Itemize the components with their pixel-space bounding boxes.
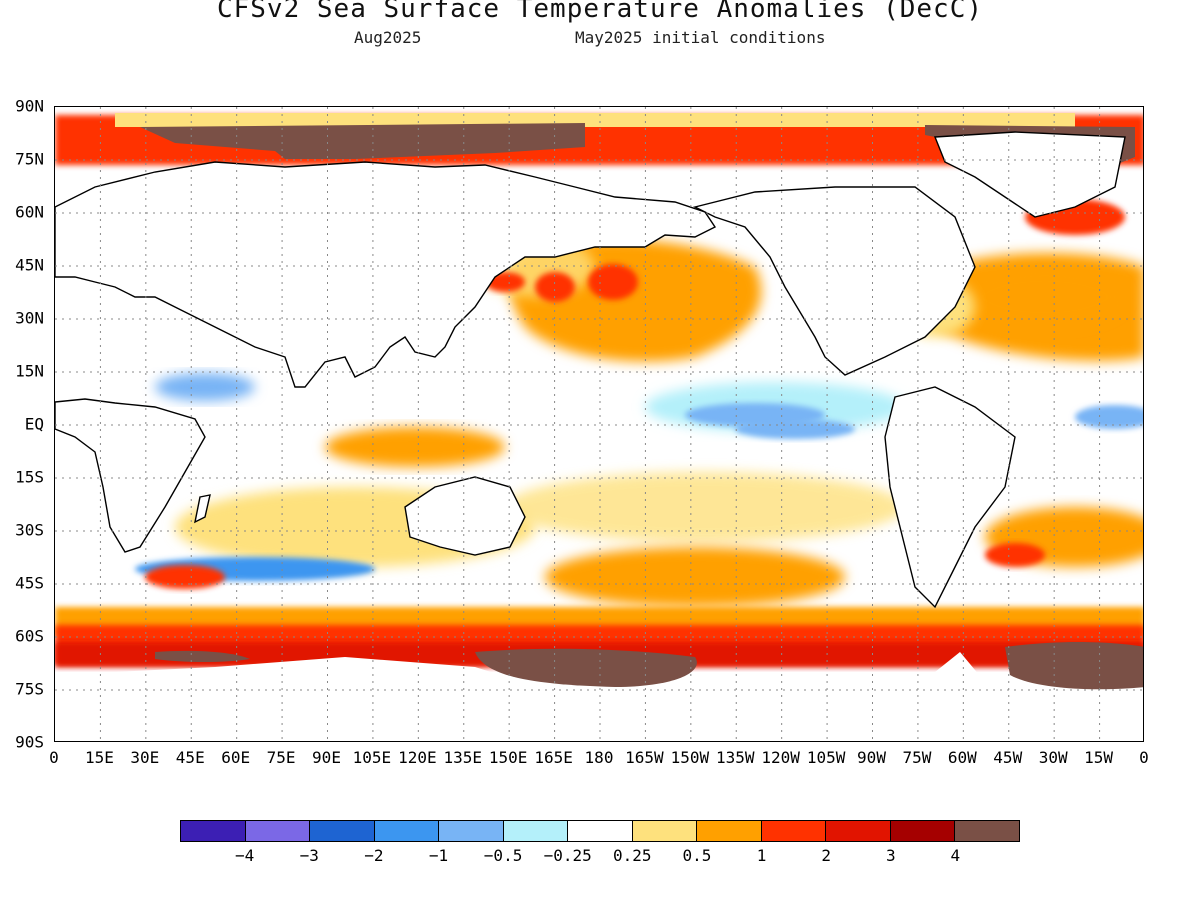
south-pacific-yellow: [505, 472, 905, 542]
color-scale-label: 4: [950, 846, 961, 865]
lat-tick-label: 75N: [15, 149, 44, 169]
lat-tick-label: 60S: [15, 626, 44, 646]
south-america: [884, 386, 1016, 609]
south-pacific-orange: [545, 547, 845, 607]
color-scale-label: −4: [234, 846, 255, 865]
lon-tick-label: 135E: [443, 748, 483, 767]
lat-tick-label: 75S: [15, 679, 44, 699]
color-scale-label: 1: [756, 846, 767, 865]
lat-tick-label: EQ: [24, 414, 44, 434]
lon-tick-label: 75W: [902, 748, 932, 767]
lon-tick-label: 30E: [130, 748, 160, 767]
maritime-continent-warm: [325, 427, 505, 467]
lon-tick-label: 75E: [266, 748, 296, 767]
lon-tick-label: 15E: [84, 748, 114, 767]
graticule: [55, 107, 1143, 741]
lon-tick-label: 45W: [993, 748, 1023, 767]
lat-tick-label: 30N: [15, 308, 44, 328]
lon-tick-label: 150W: [670, 748, 710, 767]
lat-tick-label: 45N: [15, 255, 44, 275]
lon-tick-label: 120W: [761, 748, 800, 767]
color-scale-label: −3: [299, 846, 319, 865]
lon-tick-label: 60E: [221, 748, 251, 767]
color-scale-swatch: [697, 821, 762, 841]
color-scale-swatch: [439, 821, 504, 841]
lon-tick-label: 105E: [352, 748, 392, 767]
lat-tick-label: 45S: [15, 573, 44, 593]
lat-tick-label: 90S: [15, 732, 44, 752]
north-america: [692, 186, 976, 376]
color-scale-label: −1: [428, 846, 449, 865]
lon-tick-label: 45E: [175, 748, 205, 767]
sst-anomaly-map: [54, 106, 1144, 742]
page-title: CFSv2 Sea Surface Temperature Anomalies …: [216, 0, 984, 24]
equatorial-pacific-cool: [645, 382, 1143, 439]
color-scale-swatch: [310, 821, 375, 841]
color-scale-swatch: [503, 821, 569, 841]
color-scale-label: −0.25: [543, 846, 592, 865]
color-scale-label: 3: [885, 846, 896, 865]
lon-tick-label: 15W: [1084, 748, 1114, 767]
south-atlantic-red: [985, 543, 1045, 567]
lon-tick-label: 135W: [715, 748, 755, 767]
initial-conditions-label: May2025 initial conditions: [575, 28, 826, 47]
color-scale-swatch: [632, 821, 698, 841]
lon-tick-label: 165W: [625, 748, 664, 767]
eurasia: [55, 161, 717, 388]
color-scale-swatch: [955, 821, 1019, 841]
lon-tick-label: 0: [49, 748, 59, 767]
arctic-extreme-west: [140, 123, 585, 159]
southern-ocean-extreme-3: [155, 650, 250, 662]
lat-tick-label: 60N: [15, 202, 44, 222]
color-scale-swatch: [568, 821, 633, 841]
continent-layer: [55, 131, 1126, 609]
color-scale-swatch: [181, 821, 246, 841]
lon-tick-label: 0: [1139, 748, 1149, 767]
color-scale-swatch: [761, 821, 827, 841]
color-scale-label: −0.5: [483, 846, 523, 865]
lon-tick-label: 90E: [312, 748, 341, 767]
africa: [55, 398, 206, 553]
valid-month-label: Aug2025: [354, 28, 422, 47]
lon-tick-label: 30W: [1038, 748, 1068, 767]
lat-tick-label: 30S: [15, 520, 44, 540]
greenland: [933, 131, 1126, 218]
color-scale-label: 0.25: [613, 846, 652, 865]
arctic-yellow-top: [115, 113, 1075, 127]
southern-ocean-extreme-1: [475, 648, 697, 687]
lon-tick-label: 60W: [947, 748, 977, 767]
lon-tick-label: 150E: [488, 748, 528, 767]
lon-tick-label: 105W: [806, 748, 846, 767]
lat-tick-label: 15S: [15, 467, 44, 487]
color-scale-swatch: [245, 821, 311, 841]
color-scale-bar: [180, 820, 1020, 842]
color-scale-swatch: [890, 821, 956, 841]
indian-ocean-cool: [155, 373, 255, 401]
madagascar: [194, 494, 211, 524]
lat-tick-label: 90N: [15, 96, 44, 116]
color-scale-label: 0.5: [682, 846, 712, 865]
color-scale-swatch: [826, 821, 891, 841]
lat-tick-label: 15N: [15, 361, 44, 381]
southern-ocean-extreme-2: [1005, 642, 1143, 690]
australia: [404, 476, 526, 556]
lon-tick-label: 165E: [534, 748, 573, 767]
lon-tick-label: 180: [584, 748, 614, 767]
lon-tick-label: 90W: [857, 748, 886, 767]
color-scale-swatch: [374, 821, 440, 841]
lon-tick-label: 120E: [398, 748, 437, 767]
color-scale-label: −2: [364, 846, 384, 865]
color-scale-label: 2: [821, 846, 831, 865]
south-indian-red: [145, 565, 225, 589]
